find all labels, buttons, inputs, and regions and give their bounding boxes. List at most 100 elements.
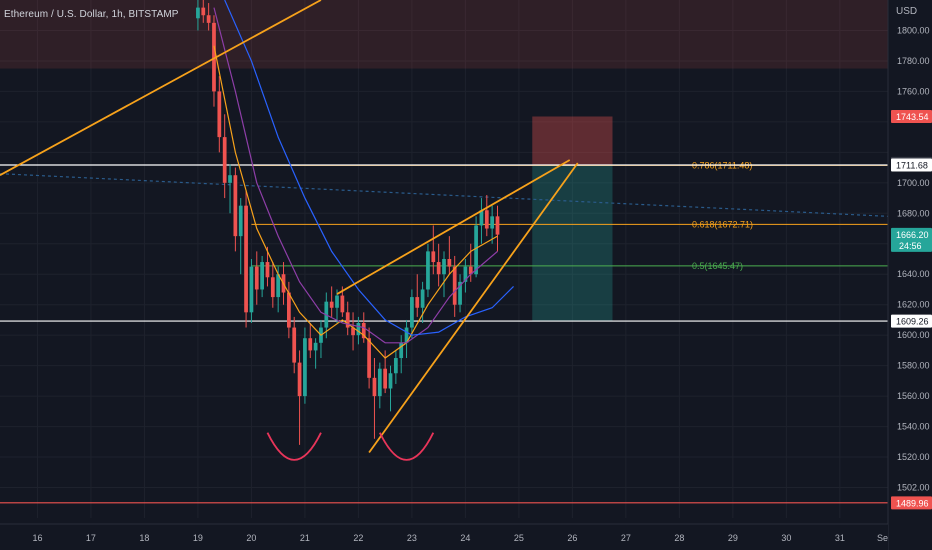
time-tick-label: Se [877,533,888,543]
candle-body [308,338,313,351]
price-tick-label: 1502.00 [897,483,930,493]
wedge-trendline [368,162,579,454]
time-tick-label: 27 [621,533,631,543]
candle-body [484,210,489,229]
candle-body [265,262,270,278]
price-tick-label: 1560.00 [897,391,930,401]
candle-body [383,368,388,389]
price-tag [891,109,932,123]
price-tag-label: 1489.96 [896,498,929,508]
candle-body [415,297,420,308]
candle-body [201,7,206,16]
candle-body [249,266,254,313]
price-tick-label: 1760.00 [897,86,930,96]
candle-body [329,301,334,308]
candle-body [372,377,377,397]
time-tick-label: 21 [300,533,310,543]
time-tick-label: 19 [193,533,203,543]
candle-body [436,262,441,275]
moving-average-line [213,7,498,344]
price-tick-label: 1700.00 [897,178,930,188]
price-tag-label: 1609.26 [896,317,929,327]
price-tag [891,496,932,510]
dotted-trendline [0,173,889,217]
candle-body [351,327,355,336]
candle-body [479,210,484,226]
price-tick-label: 1680.00 [897,208,930,218]
candle-body [313,342,318,351]
wedge-trendline [0,0,322,176]
candle-body [426,251,430,290]
time-tick-label: 30 [781,533,791,543]
price-tick-label: 1540.00 [897,422,930,432]
candle-body [410,297,414,328]
chart-symbol-title: Ethereum / U.S. Dollar, 1h, BITSTAMP [4,9,179,20]
candle-body [377,368,382,397]
resistance-zone [0,0,888,69]
candle-body [447,259,452,267]
candle-body [345,312,350,328]
price-tag [891,158,932,172]
wedge-trendline [336,159,571,295]
candle-body [276,274,281,298]
candle-body [212,22,216,92]
candle-body [431,251,436,263]
candle-body [468,266,473,275]
time-axis-panel [0,524,888,550]
candle-body [495,216,500,235]
price-tick-label: 1600.00 [897,330,930,340]
price-tag-countdown: 24:56 [899,241,922,251]
price-tick-label: 1780.00 [897,56,930,66]
moving-average-line [224,0,514,336]
candle-body [340,295,345,313]
candle-body [270,277,275,298]
candle-body [228,175,232,183]
candle-body [303,338,307,397]
candle-body [233,175,238,237]
candle-body [244,205,248,313]
candle-body [367,338,371,378]
price-tick-label: 1520.00 [897,452,930,462]
candle-body [196,7,200,19]
price-tick-label: 1580.00 [897,361,930,371]
fib-level-label: 0.5(1645.47) [692,261,743,271]
time-tick-label: 22 [353,533,363,543]
time-tick-label: 25 [514,533,524,543]
candle-body [297,362,302,397]
time-tick-label: 17 [86,533,96,543]
candle-body [388,373,393,389]
candle-body [286,292,291,328]
time-tick-label: 26 [567,533,577,543]
time-tick-label: 28 [674,533,684,543]
candle-body [254,266,259,290]
candle-body [399,342,404,359]
moving-average-line [213,45,498,359]
price-tag [891,227,932,252]
candle-body [490,216,495,229]
time-tick-label: 31 [835,533,845,543]
time-tick-label: 16 [32,533,42,543]
time-tick-label: 29 [728,533,738,543]
candle-body [335,295,339,308]
candle-body [238,205,243,237]
candle-body [222,137,227,183]
candle-body [442,259,446,275]
candle-body [217,91,222,138]
time-tick-label: 24 [460,533,470,543]
price-tick-label: 1620.00 [897,300,930,310]
price-tag [891,314,932,328]
candle-body [260,262,264,290]
price-axis-panel [888,0,932,550]
price-tag-label: 1666.20 [896,230,929,240]
time-tick-label: 23 [407,533,417,543]
candle-body [361,322,366,339]
price-axis-unit: USD [896,6,918,17]
fib-level-label: 0.618(1672.71) [692,219,753,229]
candle-body [356,322,361,336]
double-bottom-arc [378,432,435,461]
price-tick-label: 1640.00 [897,269,930,279]
candle-body [404,327,409,343]
candle-body [292,327,297,363]
